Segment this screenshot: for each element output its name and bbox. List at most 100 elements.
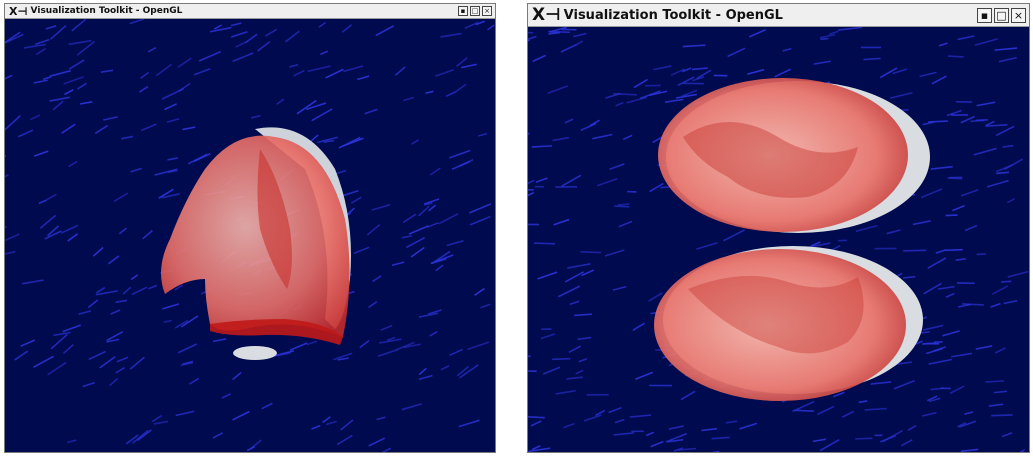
vector-arrow <box>343 65 364 73</box>
vector-arrow <box>338 136 361 149</box>
vector-arrow <box>440 365 450 371</box>
minimize-button[interactable]: ▪ <box>977 7 992 23</box>
vector-arrow <box>209 26 232 33</box>
vector-arrow <box>528 191 535 197</box>
title-bar[interactable]: X⊣ Visualization Toolkit - OpenGL ▪ □ × <box>528 4 1029 27</box>
vector-arrow <box>161 88 184 100</box>
vector-arrow <box>82 381 96 388</box>
vector-arrow <box>533 242 555 245</box>
maximize-button[interactable]: □ <box>470 6 480 16</box>
vector-arrow <box>605 92 621 99</box>
vector-arrow <box>575 369 584 375</box>
vector-arrow <box>578 357 588 363</box>
vector-arrow <box>92 246 104 257</box>
vector-arrow <box>411 139 420 145</box>
vector-arrow <box>307 65 331 73</box>
vector-arrow <box>445 90 457 97</box>
vector-arrow <box>998 56 1017 63</box>
vector-arrow <box>71 19 87 32</box>
lung-edge-red <box>210 319 343 345</box>
vector-arrow <box>933 346 946 352</box>
vector-arrow <box>841 410 854 418</box>
render-canvas-left[interactable] <box>5 19 495 452</box>
vector-arrow <box>33 355 54 368</box>
vector-arrow <box>245 33 258 44</box>
vector-arrow <box>568 345 582 353</box>
vector-arrow <box>371 203 391 211</box>
vector-arrow <box>359 340 370 349</box>
close-button[interactable]: × <box>1011 7 1026 23</box>
vector-arrow <box>182 126 196 131</box>
vector-arrow <box>973 147 997 156</box>
vector-arrow <box>675 93 697 99</box>
minimize-button[interactable]: ▪ <box>458 6 468 16</box>
title-bar[interactable]: X⊣ Visualization Toolkit - OpenGL ▪ □ × <box>5 4 495 19</box>
vector-arrow <box>893 380 915 390</box>
vector-arrow <box>61 123 76 134</box>
vector-arrow <box>394 66 406 76</box>
vector-arrow <box>162 303 180 310</box>
vector-arrow <box>920 188 943 199</box>
vtk-window-left[interactable]: X⊣ Visualization Toolkit - OpenGL ▪ □ × <box>4 3 496 453</box>
vector-arrow <box>469 215 491 226</box>
vector-arrow <box>449 348 464 357</box>
vector-arrow <box>951 352 973 358</box>
vector-arrow <box>618 220 633 228</box>
vector-arrow <box>747 68 765 75</box>
vector-arrow <box>193 68 211 76</box>
vector-arrow <box>49 69 71 77</box>
vector-arrow <box>928 120 948 123</box>
vector-arrow <box>748 28 766 38</box>
vector-arrow <box>547 85 568 95</box>
vector-arrow <box>975 345 993 350</box>
vector-arrow <box>261 402 273 410</box>
vector-arrow <box>418 367 427 376</box>
vector-arrow <box>583 414 602 422</box>
render-canvas-right[interactable] <box>528 27 1029 452</box>
render-viewport[interactable] <box>528 27 1029 452</box>
vector-arrow <box>692 76 705 82</box>
vector-arrow <box>368 301 378 309</box>
vector-arrow <box>535 177 548 183</box>
vector-arrow <box>68 59 85 70</box>
maximize-button[interactable]: □ <box>994 7 1009 23</box>
vector-arrow <box>879 67 898 79</box>
close-button[interactable]: × <box>482 6 492 16</box>
vector-arrow <box>221 393 231 399</box>
vector-arrow <box>264 28 278 37</box>
vector-arrow <box>564 118 574 124</box>
vector-arrow <box>116 356 129 363</box>
vector-arrow <box>386 336 396 342</box>
vector-arrow <box>480 303 491 309</box>
vector-arrow <box>670 68 685 76</box>
vector-arrow <box>113 192 129 203</box>
window-title: Visualization Toolkit - OpenGL <box>563 7 783 23</box>
vector-arrow <box>682 67 692 73</box>
vector-arrow <box>985 123 1008 127</box>
vector-arrow <box>451 160 471 170</box>
render-viewport[interactable] <box>5 19 495 452</box>
vector-arrow <box>5 250 16 255</box>
vector-arrow <box>813 60 831 65</box>
vector-arrow <box>677 447 697 451</box>
vector-arrow <box>174 319 189 329</box>
vector-arrow <box>95 290 118 296</box>
vector-arrow <box>528 31 534 34</box>
vector-arrow <box>892 68 908 75</box>
vector-arrow <box>164 103 177 111</box>
vector-arrow <box>364 108 378 115</box>
vector-arrow <box>435 69 454 77</box>
vector-arrow <box>53 331 71 337</box>
vector-arrow <box>962 303 984 306</box>
vector-arrow <box>949 385 965 395</box>
vtk-window-right[interactable]: X⊣ Visualization Toolkit - OpenGL ▪ □ × <box>527 3 1030 453</box>
vector-arrow <box>635 371 654 380</box>
vector-arrow <box>955 258 966 262</box>
vector-arrow <box>35 47 47 56</box>
vector-arrow <box>1006 198 1015 204</box>
vector-arrow <box>573 32 587 38</box>
vector-arrow <box>52 100 64 111</box>
vector-arrow <box>974 38 998 46</box>
vector-arrow <box>858 400 868 404</box>
vector-arrow <box>985 380 1005 383</box>
